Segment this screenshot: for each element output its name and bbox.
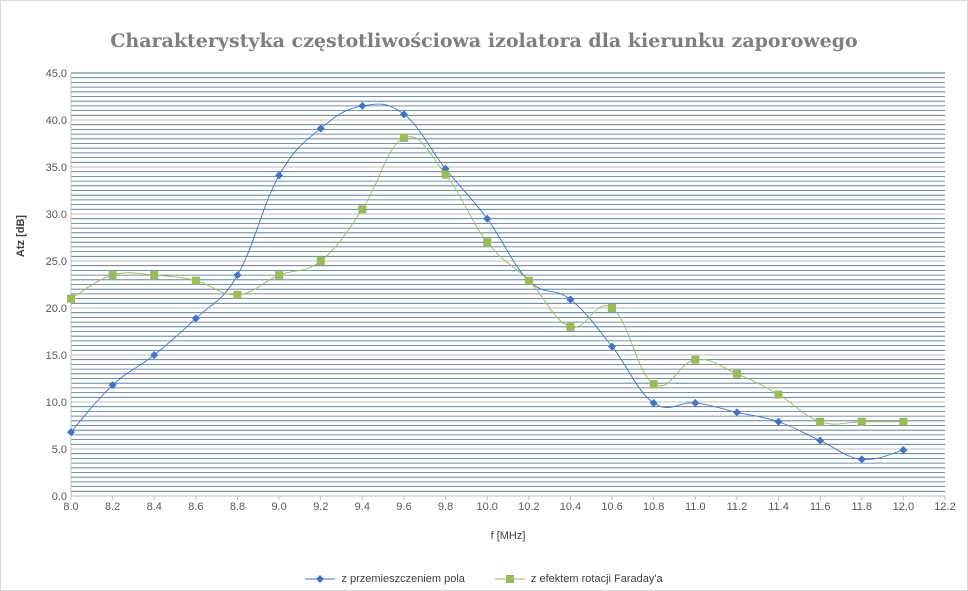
data-point-series-1[interactable] — [399, 110, 408, 119]
x-tick-label: 10.4 — [560, 501, 581, 513]
chart-title: Charakterystyka częstotliwościowa izolat… — [110, 30, 858, 52]
data-point-series-1[interactable] — [150, 351, 159, 359]
x-tick-label: 8.2 — [105, 501, 120, 513]
data-point-series-2[interactable] — [649, 380, 658, 389]
data-point-series-2[interactable] — [608, 304, 617, 312]
y-tick-label: 40.0 — [46, 115, 67, 127]
data-point-series-2[interactable] — [566, 322, 575, 331]
x-tick-label: 10.2 — [518, 501, 539, 513]
x-tick-label: 9.4 — [355, 501, 370, 513]
data-point-series-2[interactable] — [524, 276, 533, 285]
data-point-series-2[interactable] — [108, 271, 117, 280]
y-tick-label: 25.0 — [46, 256, 67, 268]
x-tick-label: 9.6 — [396, 501, 411, 513]
data-point-series-2[interactable] — [358, 205, 367, 214]
data-point-series-1[interactable] — [108, 381, 117, 390]
legend-item-series-2[interactable]: z efektem rotacji Faraday'a — [494, 573, 663, 585]
x-tick-label: 11.4 — [768, 501, 789, 513]
data-point-series-1[interactable] — [899, 445, 908, 454]
data-point-series-2[interactable] — [483, 238, 492, 247]
data-point-series-2[interactable] — [275, 271, 284, 280]
data-point-series-2[interactable] — [150, 271, 159, 280]
legend: z przemieszczeniem pola z efektem rotacj… — [0, 573, 968, 585]
x-tick-label: 10.0 — [476, 501, 497, 513]
x-tick-label: 12.2 — [934, 501, 955, 513]
x-tick-label: 8.4 — [147, 501, 162, 513]
legend-label-series-2: z efektem rotacji Faraday'a — [530, 573, 663, 585]
legend-item-series-1[interactable]: z przemieszczeniem pola — [305, 573, 465, 585]
y-tick-label: 45.0 — [46, 68, 67, 80]
x-tick-label: 9.2 — [313, 501, 328, 513]
data-point-series-1[interactable] — [816, 436, 825, 445]
legend-swatch-square-icon — [494, 575, 525, 583]
data-point-series-2[interactable] — [316, 257, 325, 265]
data-point-series-2[interactable] — [191, 276, 200, 285]
data-point-series-2[interactable] — [732, 369, 741, 378]
y-tick-label: 5.0 — [52, 444, 67, 456]
data-point-series-1[interactable] — [774, 417, 783, 426]
data-point-series-1[interactable] — [275, 171, 284, 180]
x-tick-label: 11.6 — [810, 501, 831, 513]
data-point-series-1[interactable] — [732, 408, 741, 417]
data-point-series-1[interactable] — [483, 214, 492, 223]
legend-label-series-1: z przemieszczeniem pola — [341, 573, 465, 585]
y-tick-label: 20.0 — [46, 303, 67, 315]
data-point-series-1[interactable] — [566, 295, 575, 304]
data-point-series-2[interactable] — [441, 170, 450, 179]
data-point-series-2[interactable] — [67, 294, 75, 303]
data-point-series-2[interactable] — [899, 417, 908, 426]
data-point-series-2[interactable] — [774, 390, 783, 399]
y-tick-label: 10.0 — [46, 397, 67, 409]
y-tick-label: 0.0 — [52, 491, 67, 503]
data-point-series-1[interactable] — [649, 398, 658, 407]
data-point-series-1[interactable] — [358, 101, 367, 110]
x-tick-label: 8.8 — [230, 501, 245, 513]
y-tick-label: 15.0 — [46, 350, 67, 362]
data-point-series-1[interactable] — [857, 455, 866, 464]
x-tick-label: 8.6 — [188, 501, 203, 513]
x-tick-label: 9.0 — [271, 501, 286, 513]
data-point-series-2[interactable] — [816, 417, 825, 426]
x-axis-label: f [MHz] — [490, 530, 526, 542]
data-point-series-1[interactable] — [233, 271, 242, 280]
data-point-series-2[interactable] — [857, 417, 866, 426]
data-point-series-2[interactable] — [399, 133, 408, 142]
data-point-series-2[interactable] — [233, 290, 242, 299]
data-point-series-1[interactable] — [67, 428, 75, 437]
data-point-series-1[interactable] — [608, 342, 617, 351]
y-tick-label: 35.0 — [46, 162, 67, 174]
x-tick-label: 11.8 — [851, 501, 872, 513]
data-point-series-1[interactable] — [191, 314, 200, 323]
y-tick-label: 30.0 — [46, 209, 67, 221]
legend-swatch-diamond-icon — [305, 575, 336, 583]
data-point-series-1[interactable] — [691, 398, 700, 407]
x-tick-label: 12.0 — [893, 501, 914, 513]
x-tick-label: 10.8 — [643, 501, 664, 513]
series-line-1 — [70, 103, 904, 461]
x-tick-label: 10.6 — [601, 501, 622, 513]
x-tick-label: 8.0 — [63, 501, 78, 513]
x-tick-label: 11.0 — [685, 501, 706, 513]
x-tick-label: 11.2 — [727, 501, 748, 513]
data-point-series-1[interactable] — [316, 124, 325, 133]
data-point-series-2[interactable] — [691, 355, 700, 364]
x-tick-label: 9.8 — [438, 501, 453, 513]
